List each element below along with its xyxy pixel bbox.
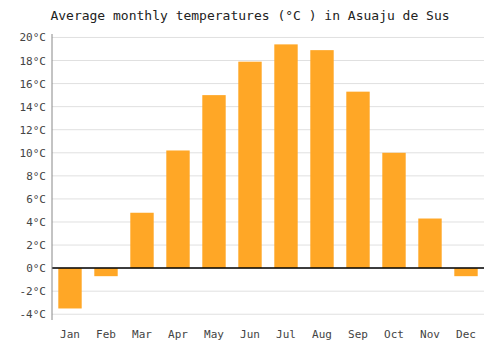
x-tick-label: Jun (240, 328, 260, 341)
y-axis-line (52, 34, 53, 320)
x-tick-label: Apr (168, 328, 188, 341)
zero-line (52, 267, 484, 269)
bar (166, 150, 189, 268)
y-tick-label: 14°C (20, 101, 47, 114)
grid-line (52, 198, 484, 199)
bar (382, 153, 405, 268)
grid-line (52, 291, 484, 292)
x-tick-label: Dec (456, 328, 476, 341)
y-tick-label: 18°C (20, 55, 47, 68)
y-tick-label: 12°C (20, 124, 47, 137)
y-tick-label: 16°C (20, 78, 47, 91)
bar (202, 95, 225, 268)
y-tick-label: 2°C (26, 239, 46, 252)
grid-line (52, 106, 484, 107)
x-tick-label: May (204, 328, 224, 341)
x-tick-label: Jul (276, 328, 296, 341)
bar (418, 219, 441, 269)
grid-line (52, 152, 484, 153)
grid-line (52, 83, 484, 84)
y-tick-label: -4°C (20, 308, 47, 321)
y-tick-label: 8°C (26, 170, 46, 183)
grid-line (52, 129, 484, 130)
title: Average monthly temperatures (°C ) in As… (50, 8, 449, 23)
x-tick-label: Mar (132, 328, 152, 341)
bar (454, 268, 477, 276)
grid-line (52, 175, 484, 176)
bar (310, 50, 333, 268)
bar (238, 62, 261, 268)
x-tick-label: Aug (312, 328, 332, 341)
grid-line (52, 268, 484, 269)
y-tick-label: 4°C (26, 216, 46, 229)
bar (130, 213, 153, 268)
y-tick-label: 0°C (26, 262, 46, 275)
grid-line (52, 314, 484, 315)
bar (346, 92, 369, 268)
bar (58, 268, 81, 308)
x-tick-label: Feb (96, 328, 116, 341)
x-tick-label: Sep (348, 328, 368, 341)
x-tick-label: Jan (60, 328, 80, 341)
chart: Average monthly temperatures (°C ) in As… (0, 0, 500, 350)
bar (274, 44, 297, 268)
x-tick-label: Oct (384, 328, 404, 341)
x-tick-label: Nov (420, 328, 440, 341)
y-tick-label: 6°C (26, 193, 46, 206)
y-tick-label: 20°C (20, 31, 47, 44)
y-tick-label: 10°C (20, 147, 47, 160)
grid-line (52, 60, 484, 61)
bar (94, 268, 117, 276)
y-tick-label: -2°C (20, 285, 47, 298)
grid-line (52, 37, 484, 38)
grid (52, 37, 484, 314)
